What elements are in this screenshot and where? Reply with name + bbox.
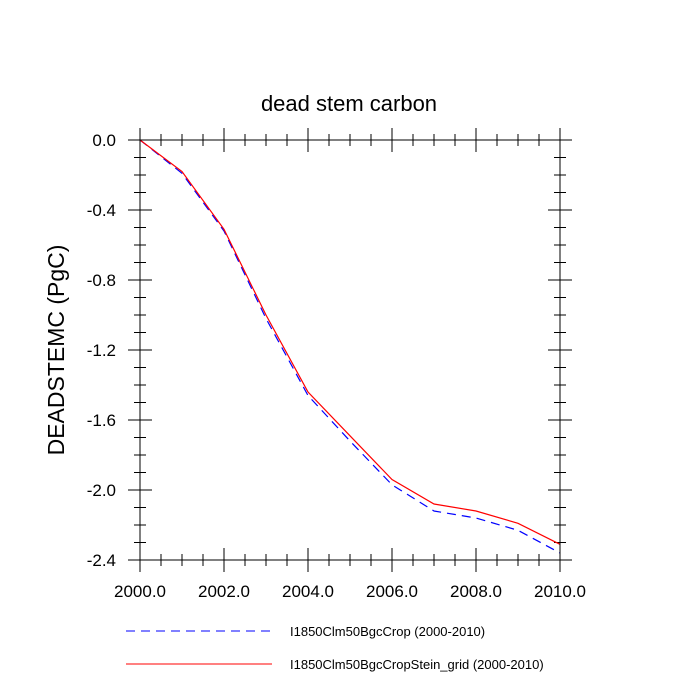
legend-label-1: I1850Clm50BgcCrop (2000-2010) xyxy=(290,624,485,639)
x-tick-label: 2002.0 xyxy=(198,582,250,601)
x-tick-label: 2008.0 xyxy=(450,582,502,601)
x-tick-label: 2010.0 xyxy=(534,582,586,601)
x-tick-label: 2000.0 xyxy=(114,582,166,601)
y-tick-label: -2.4 xyxy=(87,551,116,570)
x-tick-label: 2006.0 xyxy=(366,582,418,601)
y-tick-label: -1.6 xyxy=(87,411,116,430)
y-axis-label: DEADSTEMC (PgC) xyxy=(43,245,69,456)
y-tick-label: -0.4 xyxy=(87,201,116,220)
y-tick-label: -2.0 xyxy=(87,481,116,500)
legend: I1850Clm50BgcCrop (2000-2010) I1850Clm50B… xyxy=(126,624,544,672)
x-tick-labels: 2000.0 2002.0 2004.0 2006.0 2008.0 2010.0 xyxy=(114,582,586,601)
y-tick-label: -1.2 xyxy=(87,341,116,360)
y-tick-labels: 0.0 -0.4 -0.8 -1.2 -1.6 -2.0 -2.4 xyxy=(87,131,116,570)
series-line-2 xyxy=(139,139,561,545)
axis-ticks xyxy=(128,128,572,572)
chart-title: dead stem carbon xyxy=(261,91,437,116)
y-tick-label: -0.8 xyxy=(87,271,116,290)
series-line-1 xyxy=(139,139,561,554)
plot-frame xyxy=(139,139,561,561)
x-tick-label: 2004.0 xyxy=(282,582,334,601)
y-tick-label: 0.0 xyxy=(92,131,116,150)
plot-lines xyxy=(139,139,561,554)
legend-label-2: I1850Clm50BgcCropStein_grid (2000-2010) xyxy=(290,657,544,672)
